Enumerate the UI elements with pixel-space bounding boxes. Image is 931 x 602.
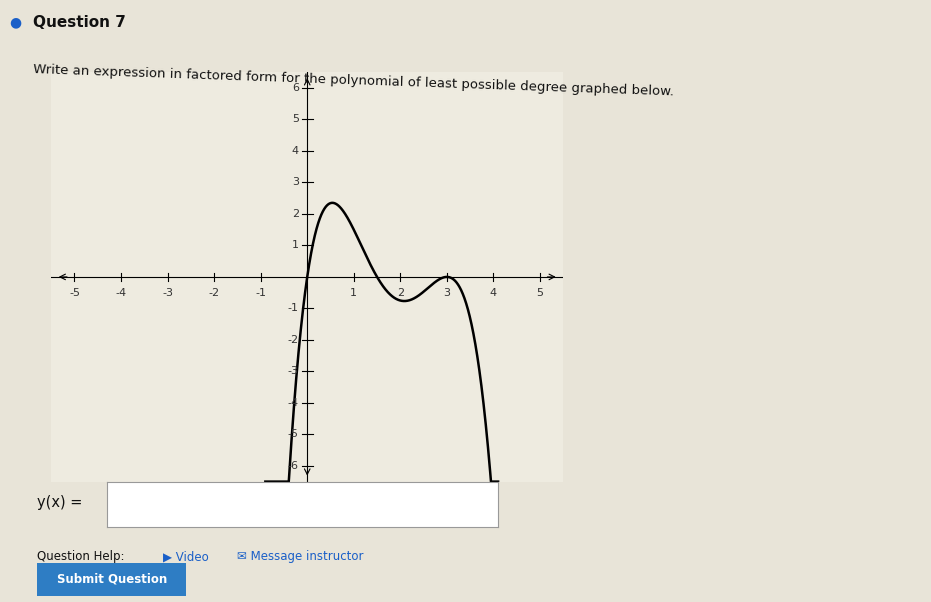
Text: -2: -2 bbox=[209, 288, 220, 298]
Text: ●: ● bbox=[9, 15, 21, 29]
Text: 1: 1 bbox=[350, 288, 358, 298]
Text: -5: -5 bbox=[69, 288, 80, 298]
Text: 4: 4 bbox=[291, 146, 299, 156]
Text: ▶ Video: ▶ Video bbox=[163, 550, 209, 563]
Text: -5: -5 bbox=[288, 429, 299, 439]
Text: 2: 2 bbox=[291, 209, 299, 219]
Text: 3: 3 bbox=[291, 178, 299, 187]
Text: Submit Question: Submit Question bbox=[57, 573, 167, 586]
Text: 5: 5 bbox=[291, 114, 299, 125]
Text: 6: 6 bbox=[291, 83, 299, 93]
Text: -3: -3 bbox=[162, 288, 173, 298]
Text: Write an expression in factored form for the polynomial of least possible degree: Write an expression in factored form for… bbox=[33, 63, 674, 99]
Text: Question Help:: Question Help: bbox=[37, 550, 125, 563]
Text: -4: -4 bbox=[115, 288, 127, 298]
Text: ✉ Message instructor: ✉ Message instructor bbox=[237, 550, 364, 563]
Text: y(x) =: y(x) = bbox=[37, 495, 83, 510]
Text: 5: 5 bbox=[536, 288, 544, 298]
Text: -2: -2 bbox=[288, 335, 299, 345]
Text: -3: -3 bbox=[288, 367, 299, 376]
Text: -1: -1 bbox=[255, 288, 266, 298]
Text: 1: 1 bbox=[291, 240, 299, 250]
Text: 3: 3 bbox=[443, 288, 451, 298]
Text: 2: 2 bbox=[397, 288, 404, 298]
Text: 4: 4 bbox=[490, 288, 497, 298]
Text: -4: -4 bbox=[288, 398, 299, 408]
Text: -6: -6 bbox=[288, 461, 299, 471]
Text: Question 7: Question 7 bbox=[33, 15, 126, 30]
Text: -1: -1 bbox=[288, 303, 299, 314]
